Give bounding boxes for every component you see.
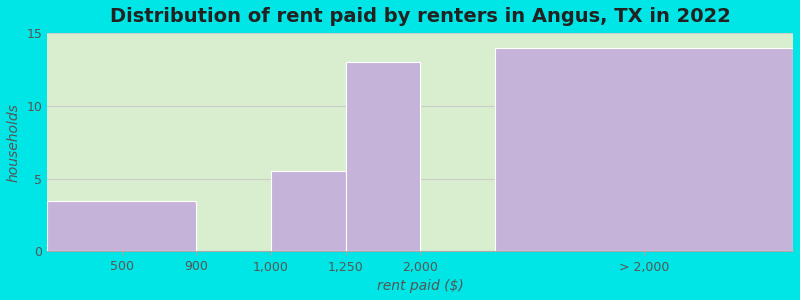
Bar [494, 48, 793, 251]
Bar [271, 171, 346, 251]
Title: Distribution of rent paid by renters in Angus, TX in 2022: Distribution of rent paid by renters in … [110, 7, 730, 26]
Y-axis label: households: households [7, 103, 21, 182]
Bar [346, 62, 420, 251]
X-axis label: rent paid ($): rent paid ($) [377, 279, 463, 293]
Bar [47, 200, 197, 251]
